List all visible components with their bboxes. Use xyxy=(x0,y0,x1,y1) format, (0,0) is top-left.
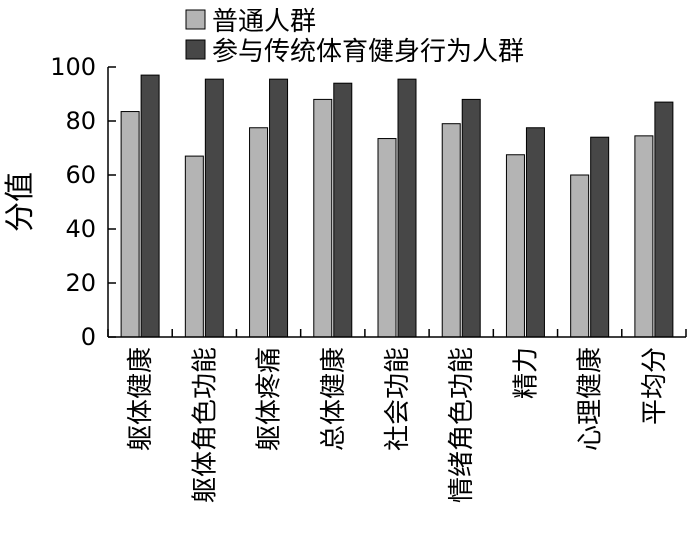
x-tick-label: 躯体健康 xyxy=(126,347,156,451)
x-tick-label: 心理健康 xyxy=(576,347,606,451)
y-tick-label: 0 xyxy=(81,323,96,351)
bar-exercise-8 xyxy=(654,101,674,338)
x-tick-label: 平均分 xyxy=(640,347,670,425)
bar-exercise-2 xyxy=(269,78,289,338)
bar-general-5 xyxy=(441,123,461,338)
bar-general-8 xyxy=(634,135,654,338)
bar-exercise-1 xyxy=(204,78,224,338)
x-tick-label: 躯体角色功能 xyxy=(190,347,220,503)
bar-general-0 xyxy=(120,111,140,338)
y-tick-label: 100 xyxy=(50,53,96,81)
y-tick-label: 60 xyxy=(65,161,96,189)
x-tick-label: 社会功能 xyxy=(383,347,413,451)
bars xyxy=(120,74,674,338)
bar-general-2 xyxy=(249,127,269,338)
x-tick-label: 躯体疼痛 xyxy=(255,347,285,451)
bar-general-7 xyxy=(570,174,590,338)
bar-exercise-7 xyxy=(590,136,610,338)
legend-swatch-1 xyxy=(185,39,206,60)
bar-exercise-6 xyxy=(525,127,545,338)
legend-label-0: 普通人群 xyxy=(212,7,316,37)
bar-exercise-5 xyxy=(461,98,481,338)
legend-swatch-0 xyxy=(185,9,206,30)
x-tick-label: 精力 xyxy=(511,347,541,399)
y-tick-label: 80 xyxy=(65,107,96,135)
bar-exercise-0 xyxy=(140,74,160,338)
bar-exercise-4 xyxy=(397,78,417,338)
y-axis-label: 分值 xyxy=(3,172,38,232)
bar-general-6 xyxy=(505,154,525,338)
x-tick-label: 总体健康 xyxy=(319,347,349,451)
bar-general-1 xyxy=(184,155,204,338)
y-tick-label: 40 xyxy=(65,215,96,243)
x-axis: 躯体健康 躯体角色功能 躯体疼痛 总体健康 社会功能 情绪角色功能 精力 心理健康 平均分 xyxy=(107,329,687,503)
y-tick-label: 20 xyxy=(65,269,96,297)
x-tick-label: 情绪角色功能 xyxy=(447,347,477,503)
bar-exercise-3 xyxy=(333,82,353,338)
bar-general-4 xyxy=(377,138,397,338)
bar-general-3 xyxy=(313,98,333,338)
legend-label-1: 参与传统体育健身行为人群 xyxy=(212,37,524,67)
y-axis: 0 20 40 60 80 100 xyxy=(50,53,116,351)
